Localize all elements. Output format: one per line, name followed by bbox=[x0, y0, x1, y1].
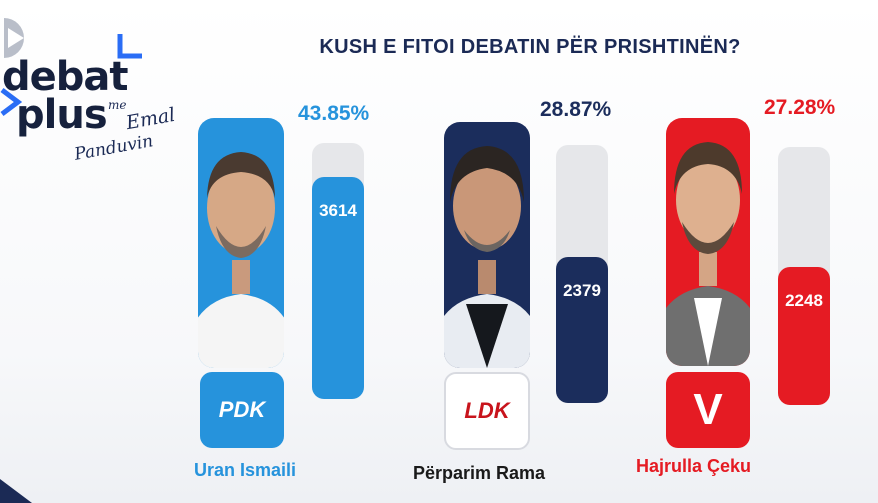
party-logo-label: PDK bbox=[218, 397, 266, 422]
percent-label-1: 43.85% bbox=[298, 102, 370, 125]
candidate-name-1: Uran Ismaili bbox=[194, 460, 297, 480]
logo-signature-me: me bbox=[108, 98, 127, 112]
party-logo-label: LDK bbox=[464, 398, 510, 423]
debat-plus-logo: debat plus me Emal Panduvin bbox=[0, 6, 190, 176]
percent-label-2: 28.87% bbox=[540, 98, 612, 121]
percent-label-3: 27.28% bbox=[764, 96, 836, 119]
bar-perparim-rama bbox=[556, 256, 608, 403]
party-logo-pdk: PDK bbox=[200, 372, 284, 448]
candidate-photo-2 bbox=[444, 122, 530, 368]
logo-mark bbox=[0, 18, 142, 116]
party-logo-label: V bbox=[693, 385, 723, 434]
value-label-3: 2248 bbox=[785, 290, 823, 310]
candidate-name-2: Përparim Rama bbox=[413, 463, 546, 483]
corner-accent bbox=[0, 479, 32, 503]
party-logo-ldk: LDK bbox=[444, 372, 530, 450]
logo-word-debat: debat bbox=[2, 54, 129, 100]
logo-word-plus: plus bbox=[16, 92, 108, 138]
value-label-2: 2379 bbox=[563, 280, 601, 300]
candidate-photo-3 bbox=[666, 118, 750, 366]
candidate-name-3: Hajrulla Çeku bbox=[636, 456, 752, 476]
candidate-photo-1 bbox=[198, 118, 284, 368]
party-logo-vetevendosje: V bbox=[666, 372, 750, 448]
bar-uran-ismaili bbox=[312, 177, 364, 399]
chart-title: KUSH E FITOI DEBATIN PËR PRISHTINËN? bbox=[319, 36, 741, 58]
value-label-1: 3614 bbox=[319, 201, 357, 220]
bar-hajrulla-ceku bbox=[778, 266, 830, 405]
